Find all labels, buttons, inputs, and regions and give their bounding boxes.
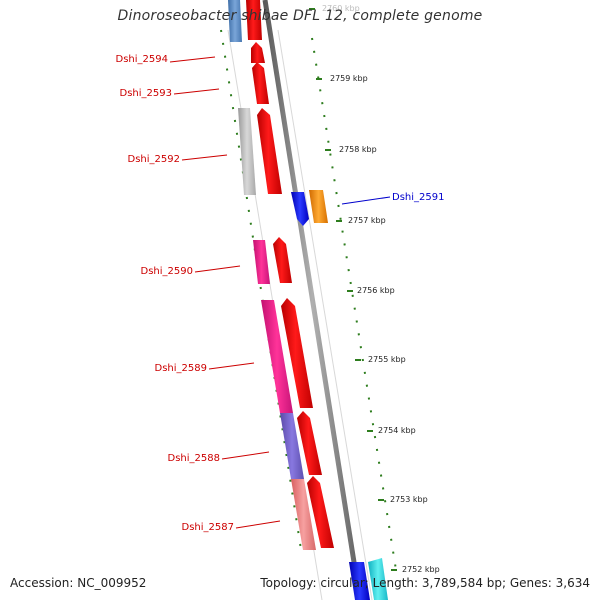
gene-block-pink-2590[interactable]: [253, 240, 270, 284]
gene-label[interactable]: Dshi_2588: [168, 453, 220, 464]
tick-label: 2757 kbp: [348, 216, 386, 225]
gene-label[interactable]: Dshi_2591: [392, 192, 444, 203]
gene-block-blue-bottom[interactable]: [349, 562, 370, 600]
gene-block-orange[interactable]: [309, 190, 328, 223]
accession-info: Accession: NC_009952: [10, 576, 147, 590]
tick-label: 2760 kbp: [322, 4, 360, 13]
tick-label: 2759 kbp: [330, 74, 368, 83]
gene-arrow-2587-red[interactable]: [307, 476, 334, 548]
gene-arrow-2591-blue[interactable]: [291, 192, 309, 226]
gene-arrow-2589-red[interactable]: [281, 298, 313, 408]
tick-labels: 2760 kbp 2759 kbp 2758 kbp 2757 kbp 2756…: [322, 4, 440, 574]
tick-label: 2758 kbp: [339, 145, 377, 154]
label-leaders: [169, 56, 391, 529]
tick-label: 2753 kbp: [390, 495, 428, 504]
leader-2589: [208, 362, 255, 370]
gene-label[interactable]: Dshi_2589: [155, 363, 207, 374]
gene-block-steel[interactable]: [228, 0, 242, 42]
gene-block-purple[interactable]: [280, 413, 304, 479]
leader-2587: [235, 520, 281, 529]
leader-2592: [181, 154, 228, 161]
gene-block-gray[interactable]: [238, 108, 256, 195]
genome-backbone: [262, 0, 363, 600]
outer-track-outline: [277, 29, 373, 600]
inner-scale-dots: [220, 29, 303, 557]
gene-label[interactable]: Dshi_2593: [120, 88, 172, 99]
leader-2591: [341, 196, 391, 205]
leader-2590: [194, 265, 241, 273]
leader-2593: [173, 88, 220, 95]
gene-arrow-top[interactable]: [246, 0, 262, 40]
gene-arrow-2594[interactable]: [251, 42, 265, 63]
gene-label[interactable]: Dshi_2590: [141, 266, 193, 277]
gene-arrow-2590-red[interactable]: [273, 237, 292, 283]
tick-label: 2755 kbp: [368, 355, 406, 364]
tick-label: 2754 kbp: [378, 426, 416, 435]
gene-block-pink-2589[interactable]: [261, 300, 293, 413]
gene-arrow-2592[interactable]: [257, 108, 282, 194]
gene-arrow-2588-red[interactable]: [297, 411, 322, 475]
tick-label: 2756 kbp: [357, 286, 395, 295]
leader-2594: [169, 56, 216, 63]
scale-ticks: [309, 8, 397, 571]
tick-label: 2752 kbp: [402, 565, 440, 574]
gene-label[interactable]: Dshi_2592: [128, 154, 180, 165]
gene-label[interactable]: Dshi_2594: [116, 54, 168, 65]
leader-2588: [221, 451, 270, 460]
gene-block-cyan-bottom[interactable]: [368, 558, 388, 600]
gene-block-salmon[interactable]: [291, 479, 316, 550]
topology-info: Topology: circular; Length: 3,789,584 bp…: [260, 576, 590, 590]
gene-arrow-2593[interactable]: [252, 62, 269, 104]
gene-label[interactable]: Dshi_2587: [182, 522, 234, 533]
genome-title: Dinoroseobacter shibae DFL 12, complete …: [117, 8, 483, 24]
